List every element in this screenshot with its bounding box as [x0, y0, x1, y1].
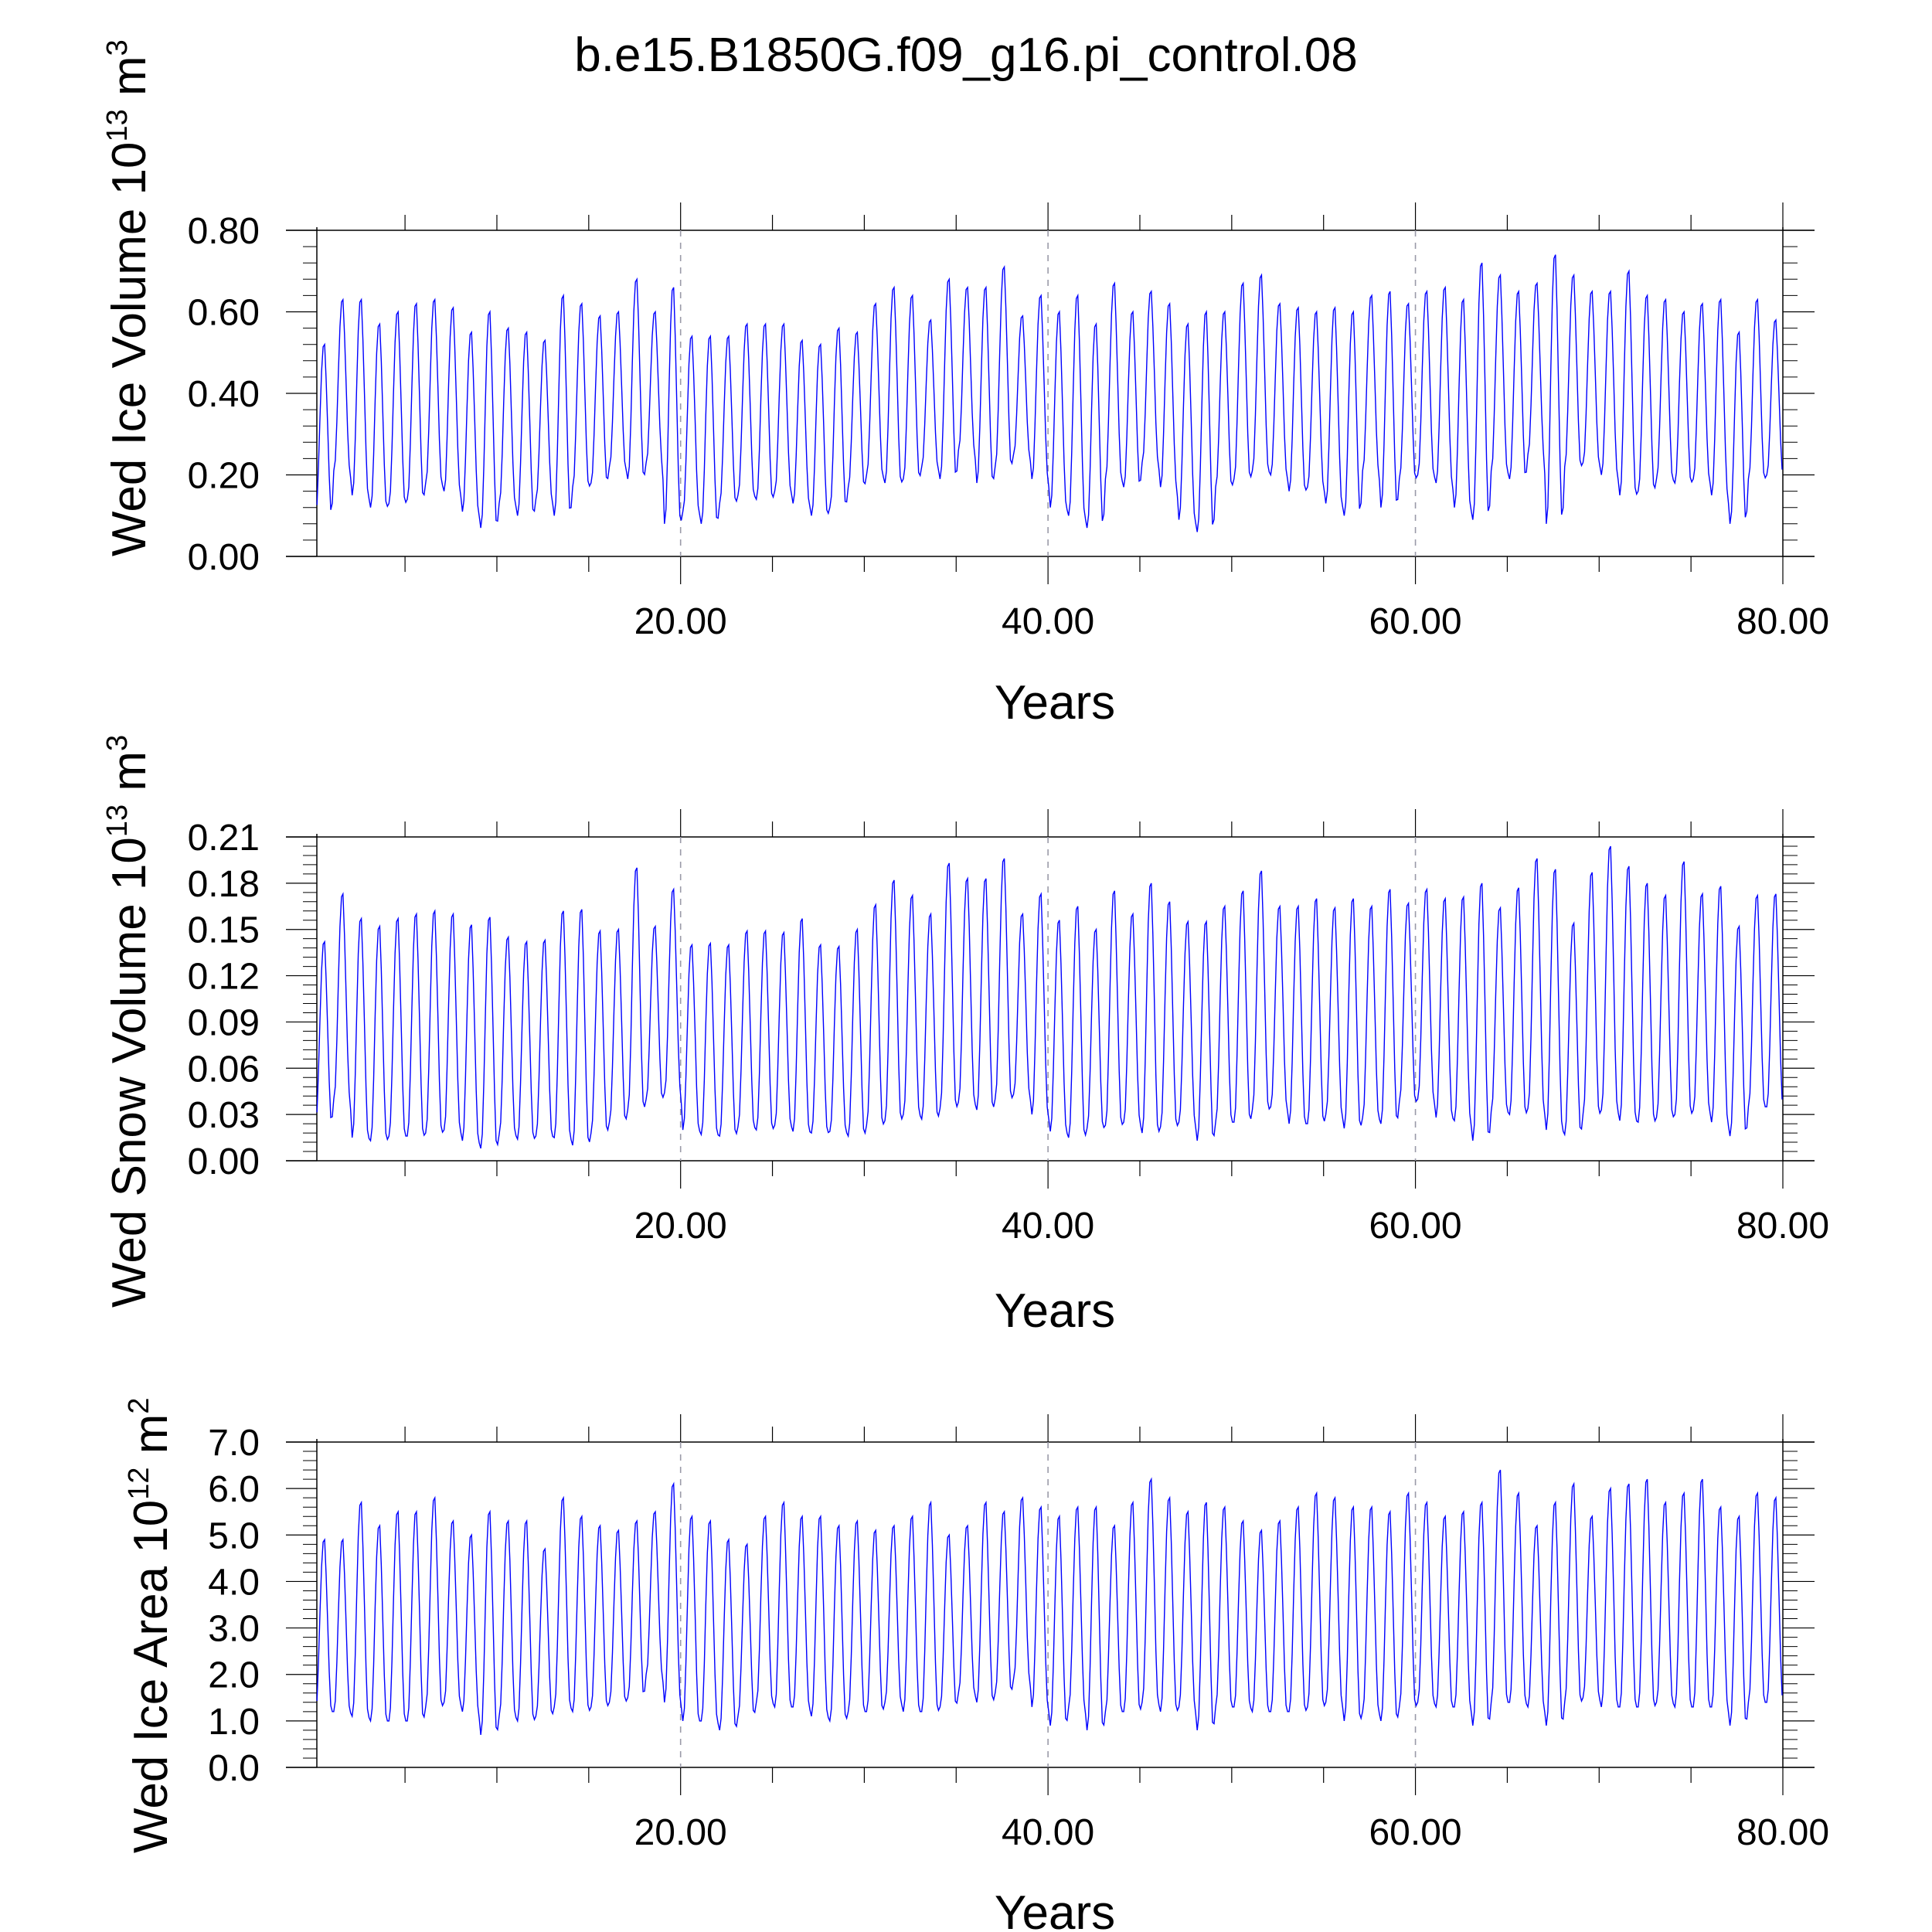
- plot-area-snow-volume: 20.00 40.00 60.00 80.00 0.00 0.03 0.06 0.090.12…: [188, 809, 1829, 1247]
- x-tick-label: 80.00: [1736, 1206, 1829, 1247]
- y-axis-label-unit-exponent: 2: [123, 1397, 155, 1413]
- y-axis-label-main: Wed Snow Volume 10: [103, 837, 156, 1308]
- x-tick-label: 40.00: [1002, 601, 1094, 642]
- x-tick-label: 40.00: [1002, 1812, 1094, 1853]
- panel-ice-area: 20.00 40.00 60.00 80.00 0.0 1.0 2.0 3.0 4.0 5.0 6.…: [123, 1397, 1829, 1932]
- y-tick-label: 0.06: [188, 1049, 260, 1090]
- y-axis-label-unit: m: [103, 751, 156, 804]
- x-tick-label: 20.00: [634, 1206, 727, 1247]
- y-tick-label: 4.0: [208, 1562, 260, 1603]
- x-tick-label: 60.00: [1369, 601, 1461, 642]
- y-tick-label: 7.0: [208, 1423, 260, 1464]
- y-tick-label: 1.0: [208, 1702, 260, 1743]
- x-axis-label: Years: [995, 676, 1115, 730]
- x-tick-label: 80.00: [1736, 1812, 1829, 1853]
- x-tick-label: 20.00: [634, 1812, 727, 1853]
- y-tick-label: 0.21: [188, 818, 260, 859]
- x-axis-label: Years: [995, 1886, 1115, 1932]
- series-line: [316, 845, 1783, 1149]
- y-tick-label: 0.00: [188, 1141, 260, 1182]
- plot-area-ice-volume: 20.00 40.00 60.00 80.00 0.00 0.20 0.40 0.60 0.80: [188, 202, 1829, 642]
- y-axis-label-unit-exponent: 3: [101, 735, 134, 751]
- y-tick-label: 0.18: [188, 864, 260, 905]
- plot-area-ice-area: 20.00 40.00 60.00 80.00 0.0 1.0 2.0 3.0 4.0 5.0 6.…: [208, 1414, 1829, 1853]
- y-tick-label: 0.60: [188, 293, 260, 334]
- x-tick-label: 20.00: [634, 601, 727, 642]
- y-tick-label: 0.00: [188, 537, 260, 578]
- y-axis-label-main: Wed Ice Area 10: [124, 1500, 178, 1853]
- x-tick-label: 80.00: [1736, 601, 1829, 642]
- y-tick-label: 0.40: [188, 374, 260, 415]
- y-axis-label-unit: m: [103, 56, 156, 109]
- panel-ice-volume: 20.00 40.00 60.00 80.00 0.00 0.20 0.40 0.60 0.80…: [101, 39, 1829, 730]
- chart-title: b.e15.B1850G.f09_g16.pi_control.08: [574, 29, 1357, 82]
- y-tick-label: 3.0: [208, 1609, 260, 1650]
- y-tick-label: 6.0: [208, 1469, 260, 1510]
- y-tick-label: 0.12: [188, 957, 260, 998]
- y-axis-label-exponent: 13: [101, 109, 134, 141]
- y-tick-label: 0.0: [208, 1748, 260, 1789]
- x-tick-label: 40.00: [1002, 1206, 1094, 1247]
- y-tick-label: 2.0: [208, 1655, 260, 1696]
- x-tick-label: 60.00: [1369, 1812, 1461, 1853]
- series-line: [316, 1469, 1783, 1735]
- y-axis-label-unit: m: [124, 1414, 178, 1468]
- y-axis-label-unit-exponent: 3: [101, 39, 134, 56]
- series-line: [316, 254, 1783, 532]
- y-axis-label: Wed Snow Volume 1013 m3: [101, 735, 156, 1308]
- y-tick-label: 0.20: [188, 456, 260, 497]
- y-axis-label-exponent: 12: [123, 1467, 155, 1499]
- y-tick-label: 0.15: [188, 910, 260, 951]
- y-axis-label: Wed Ice Volume 1013 m3: [101, 39, 156, 556]
- x-axis-label: Years: [995, 1284, 1115, 1338]
- y-tick-label: 0.80: [188, 211, 260, 252]
- x-tick-label: 60.00: [1369, 1206, 1461, 1247]
- y-axis-label: Wed Ice Area 1012 m2: [123, 1397, 178, 1853]
- y-tick-label: 5.0: [208, 1515, 260, 1556]
- y-axis-label-exponent: 13: [101, 804, 134, 837]
- y-axis-label-main: Wed Ice Volume 10: [103, 141, 156, 556]
- y-tick-label: 0.09: [188, 1002, 260, 1043]
- y-tick-label: 0.03: [188, 1095, 260, 1136]
- panel-snow-volume: 20.00 40.00 60.00 80.00 0.00 0.03 0.06 0.090.12…: [101, 735, 1829, 1338]
